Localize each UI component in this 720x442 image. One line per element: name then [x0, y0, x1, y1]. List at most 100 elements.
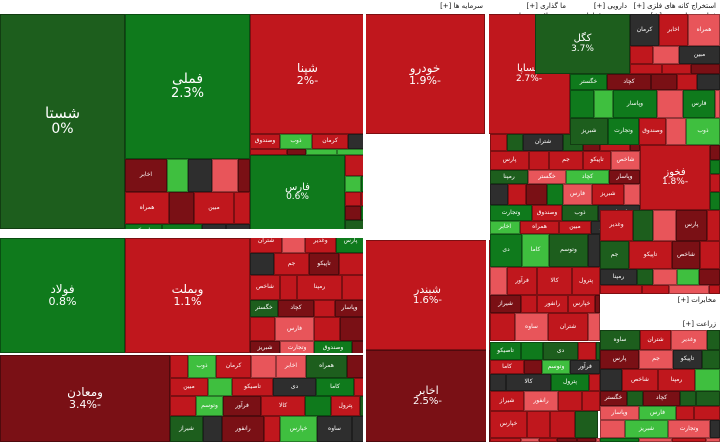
stock-tile[interactable]: وصندوق	[250, 134, 280, 149]
stock-tile[interactable]	[524, 360, 542, 374]
stock-tile[interactable]	[653, 210, 676, 241]
stock-tile[interactable]: ذوب	[686, 118, 720, 145]
stock-tile[interactable]: جم	[274, 253, 309, 275]
stock-tile[interactable]: فارس	[275, 317, 314, 341]
stock-tile[interactable]	[490, 313, 515, 341]
stock-tile[interactable]: جم	[549, 151, 583, 170]
stock-tile[interactable]: خگستر	[570, 74, 607, 90]
stock-tile[interactable]: وغدیر	[600, 210, 633, 241]
sector-title[interactable]: مخابرات [+]	[600, 294, 720, 306]
stock-tile[interactable]: فولاد 0.8%	[0, 238, 125, 353]
stock-tile[interactable]: پارس	[676, 210, 707, 241]
stock-tile[interactable]: وتوسم	[196, 396, 223, 416]
stock-tile[interactable]: ذوب	[562, 205, 598, 221]
stock-tile[interactable]	[582, 391, 600, 411]
stock-tile[interactable]: فارس 0.6%	[250, 155, 345, 230]
stock-tile[interactable]: وتجارت	[668, 420, 710, 438]
stock-tile[interactable]: وپاسار	[609, 170, 640, 184]
stock-tile[interactable]	[577, 438, 596, 442]
stock-tile[interactable]: کچاد	[643, 391, 680, 406]
stock-tile[interactable]: شبریز	[625, 420, 668, 438]
stock-tile[interactable]: ساوه	[515, 313, 548, 341]
stock-tile[interactable]	[637, 269, 653, 285]
stock-tile[interactable]	[507, 134, 523, 151]
stock-tile[interactable]	[710, 160, 720, 174]
stock-tile[interactable]	[600, 285, 642, 294]
stock-tile[interactable]: شتران	[523, 134, 563, 151]
stock-tile[interactable]: فارس	[639, 406, 676, 420]
stock-tile[interactable]: خودرو -1.9%	[365, 14, 485, 134]
stock-tile[interactable]: فارس	[683, 90, 715, 118]
stock-tile[interactable]	[170, 355, 188, 378]
stock-tile[interactable]	[550, 411, 575, 438]
stock-tile[interactable]: مبین	[559, 221, 591, 234]
stock-tile[interactable]: پترول	[331, 396, 360, 416]
stock-tile[interactable]	[170, 396, 196, 416]
stock-tile[interactable]	[167, 159, 188, 192]
stock-tile[interactable]: رانفور	[524, 391, 558, 411]
stock-tile[interactable]	[672, 438, 706, 442]
stock-tile[interactable]	[527, 411, 550, 438]
stock-tile[interactable]	[700, 241, 720, 269]
stock-tile[interactable]	[651, 74, 677, 90]
stock-tile[interactable]	[662, 64, 691, 74]
stock-tile[interactable]: اخابر	[490, 221, 520, 234]
stock-tile[interactable]: کرمان	[216, 355, 251, 378]
stock-tile[interactable]: کالا	[506, 374, 551, 391]
stock-tile[interactable]: همراه	[306, 355, 347, 378]
stock-tile[interactable]: فرآور	[223, 396, 261, 416]
stock-tile[interactable]	[639, 438, 672, 442]
stock-tile[interactable]	[280, 275, 297, 300]
stock-tile[interactable]	[677, 74, 697, 90]
stock-tile[interactable]: پارس	[600, 350, 639, 369]
stock-tile[interactable]: کالا	[261, 396, 305, 416]
stock-tile[interactable]	[710, 420, 720, 438]
stock-tile[interactable]	[251, 355, 276, 378]
stock-tile[interactable]: همراه	[688, 14, 720, 46]
stock-tile[interactable]: تاصیکو	[232, 378, 273, 396]
stock-tile[interactable]: کاما	[522, 234, 549, 267]
stock-tile[interactable]	[250, 149, 287, 155]
stock-tile[interactable]: فارس	[563, 184, 592, 205]
stock-tile[interactable]	[570, 90, 594, 118]
stock-tile[interactable]: شیراز	[490, 391, 524, 411]
stock-tile[interactable]: دی	[490, 234, 522, 267]
stock-tile[interactable]: شتران	[548, 313, 588, 341]
stock-tile[interactable]: تاپیکو	[583, 151, 611, 170]
stock-tile[interactable]	[521, 295, 537, 313]
stock-tile[interactable]: وصندوق	[532, 205, 562, 221]
stock-tile[interactable]	[588, 313, 600, 341]
stock-tile[interactable]: فرآور	[570, 360, 600, 374]
stock-tile[interactable]	[208, 378, 232, 396]
stock-tile[interactable]	[238, 159, 250, 192]
stock-tile[interactable]: وپاسار	[335, 300, 364, 317]
stock-tile[interactable]	[339, 253, 365, 275]
stock-tile[interactable]: جم	[639, 350, 673, 369]
stock-tile[interactable]: وپاسار	[613, 90, 657, 118]
stock-tile[interactable]: شبندر -1.6%	[365, 240, 490, 350]
stock-tile[interactable]	[710, 174, 720, 192]
stock-tile[interactable]	[508, 184, 526, 205]
stock-tile[interactable]	[702, 350, 720, 369]
stock-tile[interactable]: ذوب	[188, 355, 216, 378]
sector-title[interactable]: ما گذاری [+]	[488, 0, 570, 12]
stock-tile[interactable]	[680, 391, 696, 406]
stock-tile[interactable]: کرمان	[630, 14, 659, 46]
sector-title[interactable]: سرمایه ها [+]	[365, 0, 487, 12]
stock-tile[interactable]: شستا 0%	[0, 14, 125, 229]
stock-tile[interactable]: کاما	[490, 360, 524, 374]
stock-tile[interactable]: تاصیکو	[490, 342, 521, 360]
stock-tile[interactable]	[539, 438, 557, 442]
stock-tile[interactable]: کاما	[316, 378, 354, 396]
stock-tile[interactable]	[627, 391, 643, 406]
stock-tile[interactable]	[345, 192, 361, 206]
stock-tile[interactable]	[653, 46, 679, 64]
stock-tile[interactable]	[234, 192, 250, 224]
stock-tile[interactable]: جم	[600, 241, 629, 269]
stock-tile[interactable]: کچاد	[566, 170, 609, 184]
stock-tile[interactable]: رمپنا	[600, 269, 637, 285]
stock-tile[interactable]	[490, 438, 521, 442]
stock-tile[interactable]	[188, 159, 212, 192]
stock-tile[interactable]: مبین	[194, 192, 234, 224]
stock-tile[interactable]: خگستر	[528, 170, 566, 184]
